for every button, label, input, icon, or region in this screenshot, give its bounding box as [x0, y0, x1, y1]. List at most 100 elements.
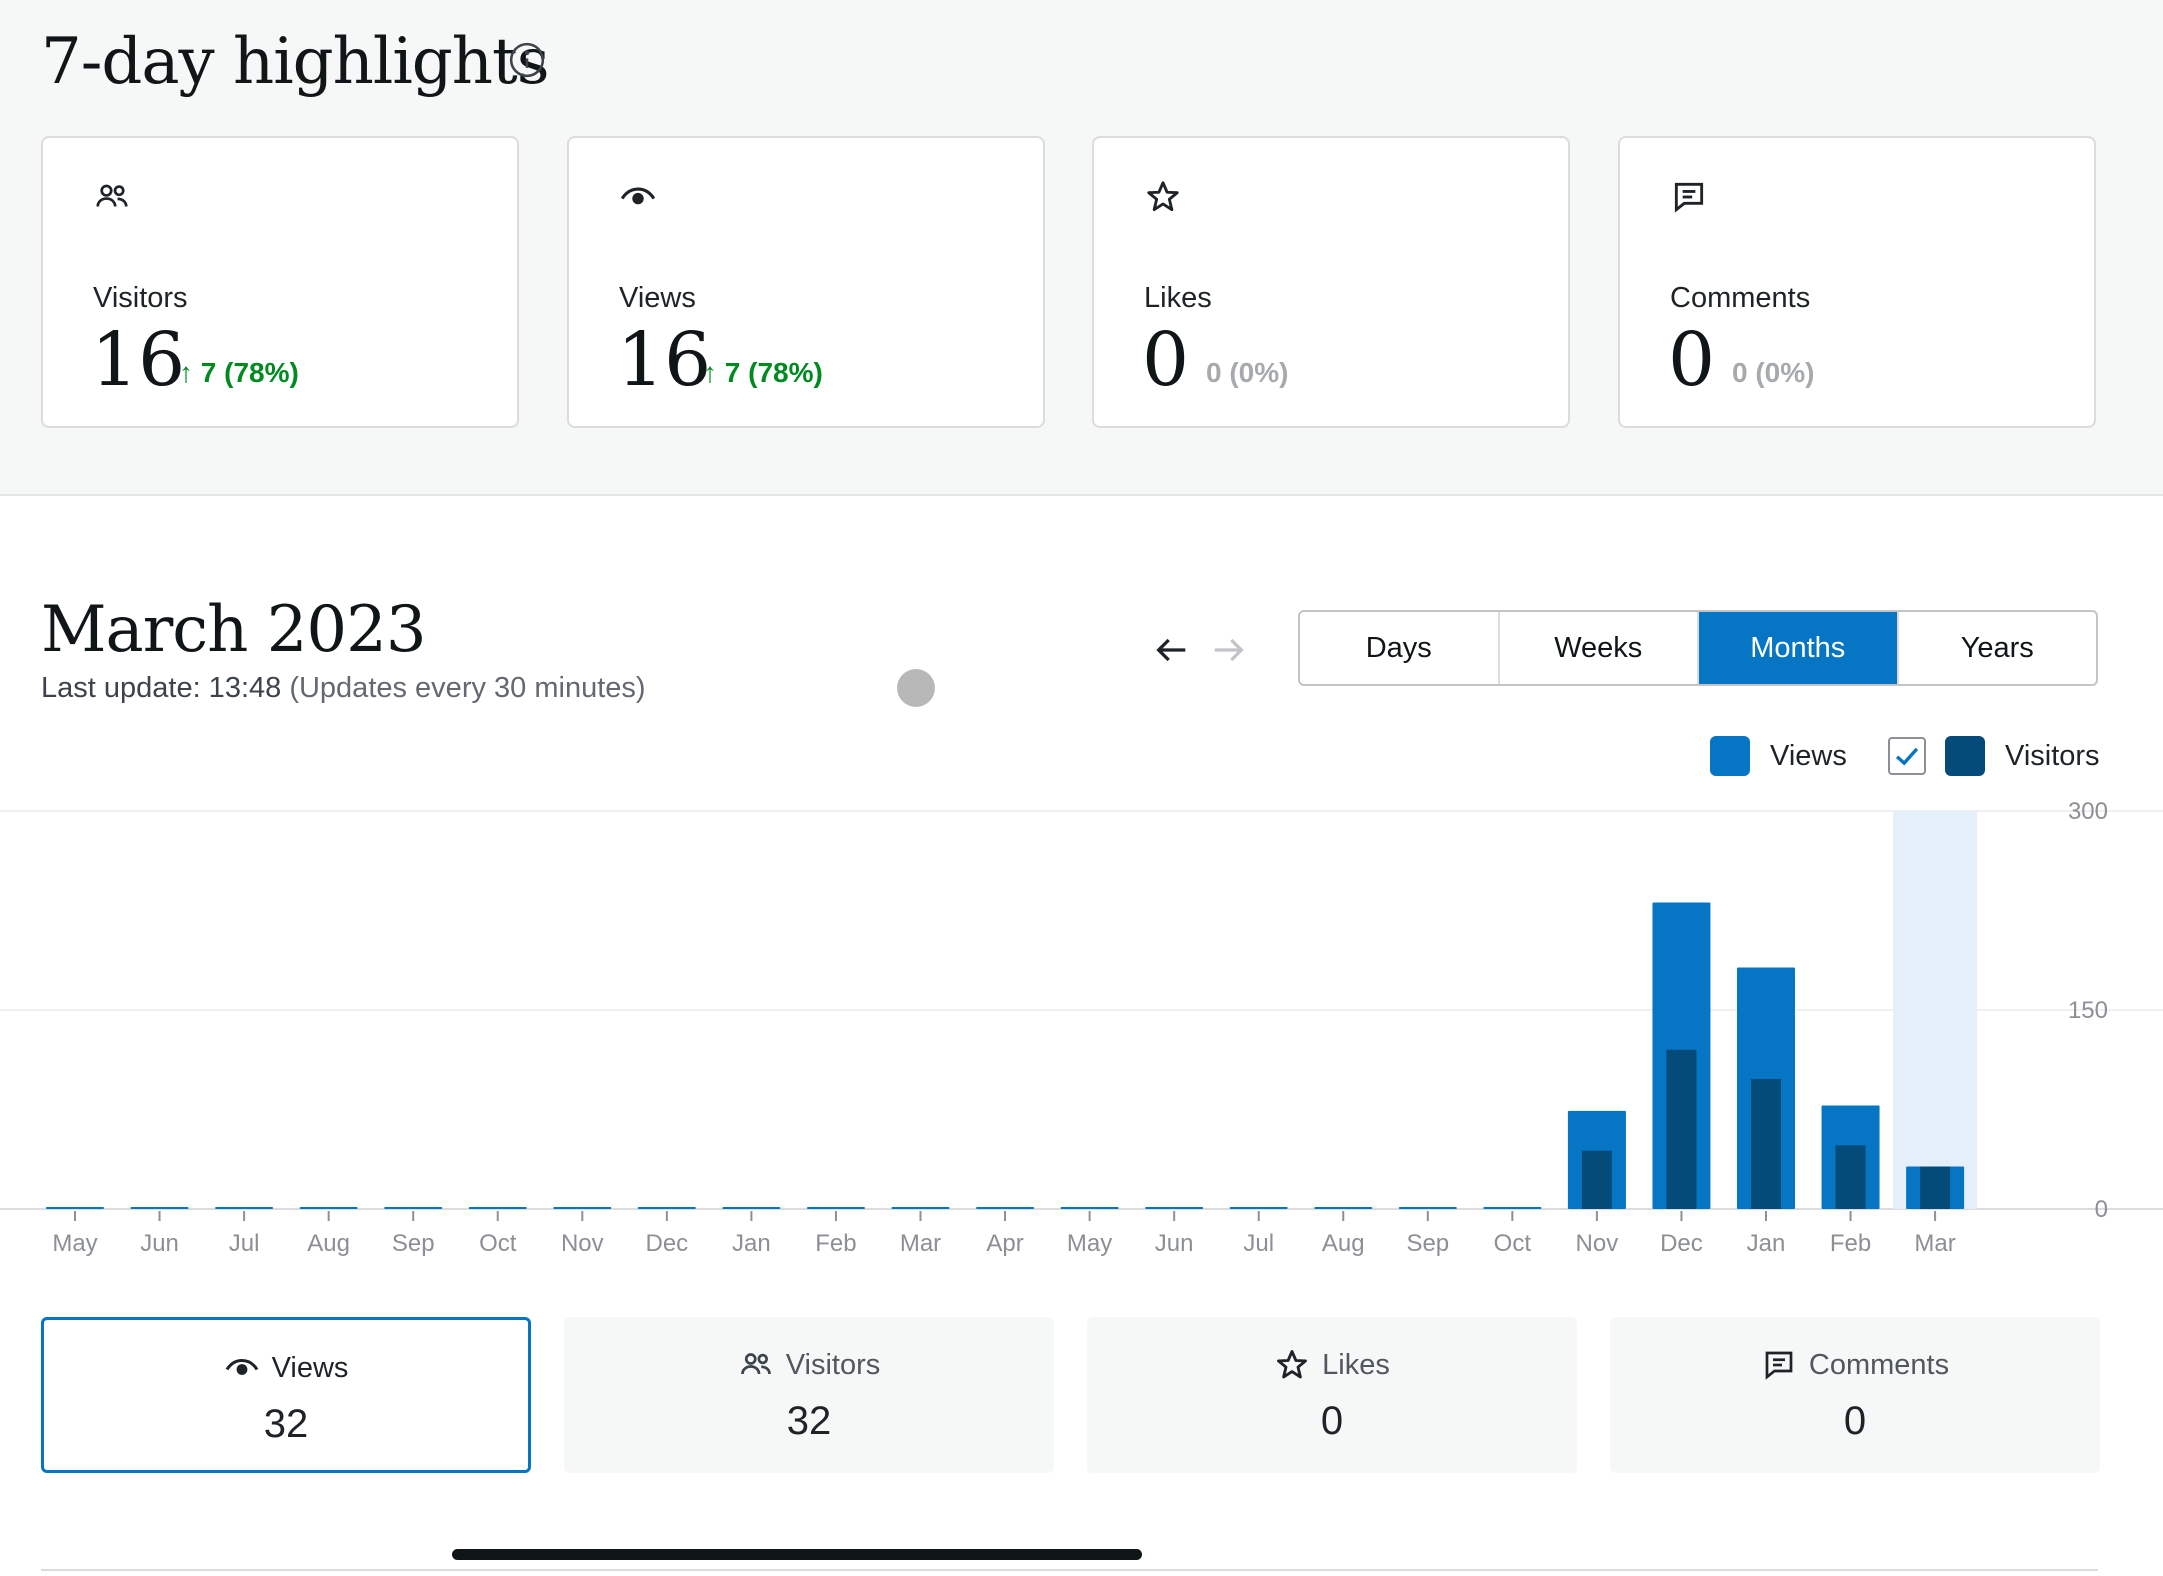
previous-period-arrow-icon[interactable] [1152, 630, 1192, 670]
visitors-bar [1835, 1145, 1866, 1209]
views-bar [130, 1207, 189, 1209]
comment-icon [1765, 1351, 1793, 1380]
summary-tab-visitors[interactable]: Visitors 32 [564, 1317, 1054, 1473]
x-tick-label: Sep [392, 1230, 435, 1257]
summary-head: Visitors [564, 1347, 1054, 1383]
card-value: 0 [1142, 317, 1190, 403]
visitors-toggle-checkbox[interactable] [1888, 737, 1926, 775]
x-tick-label: Sep [1406, 1230, 1449, 1257]
card-change: 0 (0%) [1732, 357, 1815, 388]
summary-head: Views [44, 1350, 528, 1386]
y-tick-label: 300 [2068, 800, 2108, 825]
highlight-card-views: Views 16 ↑ 7 (78%) [567, 136, 1045, 428]
summary-label: Comments [1808, 1348, 1950, 1381]
card-label: Likes [1144, 282, 1212, 314]
summary-label: Likes [1322, 1348, 1390, 1381]
summary-label: Views [271, 1351, 349, 1384]
summary-tab-comments[interactable]: Comments 0 [1610, 1317, 2100, 1473]
eye-icon [620, 187, 656, 205]
x-tick-label: Nov [1576, 1230, 1619, 1257]
legend-views: Views [1710, 736, 1847, 776]
visitors-bar [1920, 1166, 1951, 1209]
highlight-card-comments: Comments 0 0 (0%) [1618, 136, 2096, 428]
x-tick-label: May [52, 1230, 97, 1257]
x-tick-label: Oct [1494, 1230, 1532, 1257]
star-icon [1277, 1350, 1308, 1379]
views-bar [299, 1207, 358, 1209]
touch-cursor-indicator [897, 669, 935, 707]
summary-value: 0 [1320, 1399, 1344, 1443]
summary-tab-views[interactable]: Views 32 [41, 1317, 531, 1473]
summary-value: 32 [263, 1402, 309, 1446]
views-bar [1398, 1207, 1457, 1209]
views-bar [1145, 1207, 1204, 1209]
visitors-swatch [1945, 736, 1985, 776]
views-visitors-bar-chart[interactable]: 0 150 300 May Jun Jul Aug Sep Oct Nov Dec Jan Feb Mar… [0, 800, 2163, 1270]
views-bar [891, 1207, 950, 1209]
x-tick-label: Mar [900, 1230, 941, 1257]
views-bar [1229, 1207, 1288, 1209]
comment-icon [1674, 182, 1704, 213]
tab-days[interactable]: Days [1300, 612, 1500, 684]
y-tick-label: 150 [2068, 997, 2108, 1024]
x-tick-label: Jun [1155, 1230, 1194, 1257]
visitors-bar [1666, 1049, 1697, 1209]
card-change: ↑ 7 (78%) [703, 357, 823, 388]
card-change: 0 (0%) [1206, 357, 1289, 388]
x-tick-label: Jan [1747, 1230, 1786, 1257]
views-bar [1060, 1207, 1119, 1209]
x-tick-label: May [1067, 1230, 1112, 1257]
summary-head: Comments [1610, 1347, 2100, 1383]
x-tick-label: Nov [561, 1230, 604, 1257]
summary-tab-likes[interactable]: Likes 0 [1087, 1317, 1577, 1473]
views-bar [637, 1207, 696, 1209]
next-period-arrow-icon[interactable] [1208, 630, 1248, 670]
x-tick-label: Jul [1243, 1230, 1274, 1257]
x-tick-label: Aug [1322, 1230, 1365, 1257]
views-bar [553, 1207, 612, 1209]
x-tick-label: Jan [732, 1230, 771, 1257]
legend-visitors: Visitors [1945, 736, 2100, 776]
x-tick-label: Feb [815, 1230, 856, 1257]
views-bar [468, 1207, 527, 1209]
highlights-title: 7-day highlights [41, 25, 550, 99]
visitors-bar [1751, 1078, 1781, 1209]
x-tick-label: Dec [646, 1230, 689, 1257]
tab-weeks[interactable]: Weeks [1500, 612, 1699, 684]
summary-value: 0 [1843, 1399, 1867, 1443]
card-value: 16 [617, 317, 712, 403]
x-tick-label: Dec [1660, 1230, 1703, 1257]
update-frequency-note: (Updates every 30 minutes) [289, 672, 646, 704]
tab-months[interactable]: Months [1699, 612, 1899, 684]
card-label: Views [619, 282, 696, 314]
views-bar [1314, 1207, 1373, 1209]
card-change: ↑ 7 (78%) [179, 357, 299, 388]
x-tick-label: Jul [229, 1230, 260, 1257]
info-icon[interactable] [508, 41, 546, 79]
home-indicator[interactable] [452, 1549, 1142, 1560]
legend-visitors-label: Visitors [2005, 739, 2100, 772]
views-bar [1483, 1207, 1542, 1209]
star-icon [1147, 181, 1179, 212]
people-icon [96, 184, 128, 207]
views-bar [46, 1207, 104, 1209]
views-bar [384, 1207, 443, 1209]
summary-label: Visitors [785, 1348, 881, 1381]
card-label: Comments [1670, 282, 1811, 314]
legend-views-label: Views [1770, 739, 1847, 772]
last-update-text: Last update: 13:48 (Updates every 30 min… [41, 672, 646, 705]
eye-icon [225, 1358, 258, 1375]
highlight-card-visitors: Visitors 16 ↑ 7 (78%) [41, 136, 519, 428]
card-value: 16 [91, 317, 186, 403]
next-section-divider [41, 1569, 2098, 1571]
card-label: Visitors [93, 282, 188, 314]
checkmark-icon [1895, 747, 1919, 766]
people-icon [740, 1353, 771, 1375]
highlight-card-likes: Likes 0 0 (0%) [1092, 136, 1570, 428]
summary-value: 32 [786, 1399, 832, 1443]
x-tick-label: Jun [140, 1230, 179, 1257]
views-bar [806, 1207, 865, 1209]
card-value: 0 [1668, 317, 1716, 403]
views-bar [976, 1207, 1035, 1209]
tab-years[interactable]: Years [1960, 631, 2034, 664]
